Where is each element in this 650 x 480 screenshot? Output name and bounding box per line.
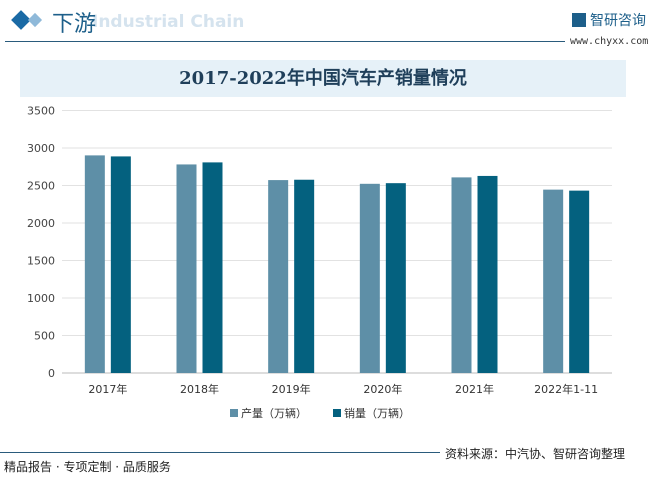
footer: 精品报告 · 专项定制 · 品质服务 资料来源：中汽协、智研咨询整理 <box>0 447 650 480</box>
y-tick-label: 2000 <box>27 217 55 230</box>
header: Industrial Chain 下游 智研咨询 www.chyxx.com <box>0 0 650 50</box>
legend-swatch <box>230 409 238 417</box>
y-tick-label: 3000 <box>27 142 55 155</box>
x-tick-label: 2021年 <box>455 382 494 396</box>
x-tick-label: 2019年 <box>272 382 311 396</box>
y-tick-label: 0 <box>48 367 55 380</box>
divider <box>5 41 565 42</box>
bar-sales <box>294 179 315 373</box>
y-tick-label: 1000 <box>27 292 55 305</box>
x-tick-label: 2018年 <box>180 382 219 396</box>
bar-chart: 0 500 1000 1500 2000 2500 3000 3500 2017年 2018年 20… <box>27 105 612 420</box>
legend-label: 销量（万辆） <box>344 406 410 420</box>
x-tick-label: 2017年 <box>88 382 127 396</box>
bar-production <box>84 155 105 373</box>
bar-sales <box>477 175 498 373</box>
bar-sales <box>202 162 223 373</box>
chart-title: 2017-2022年中国汽车产销量情况 <box>20 60 626 97</box>
bar-sales <box>569 190 590 373</box>
source-note: 资料来源：中汽协、智研咨询整理 <box>445 447 626 461</box>
header-subtitle: Industrial Chain <box>92 12 245 32</box>
logo-icon <box>572 13 586 27</box>
bar-production <box>176 164 197 373</box>
logo: 智研咨询 <box>572 10 646 30</box>
bar-sales <box>385 183 406 373</box>
legend-label: 产量（万辆） <box>241 406 307 420</box>
bar-production <box>359 183 380 373</box>
footer-tagline: 精品报告 · 专项定制 · 品质服务 <box>4 460 171 474</box>
site-url: www.chyxx.com <box>570 36 649 47</box>
divider <box>0 452 440 453</box>
bar-production <box>268 180 289 373</box>
header-title: 下游 <box>52 12 97 37</box>
bar-production <box>543 189 564 373</box>
y-tick-label: 2500 <box>27 180 55 193</box>
x-tick-label: 2020年 <box>363 382 402 396</box>
y-tick-label: 3500 <box>27 105 55 118</box>
y-tick-label: 500 <box>34 330 55 343</box>
bar-sales <box>110 156 131 373</box>
legend-swatch <box>333 409 341 417</box>
bar-production <box>451 177 472 373</box>
x-tick-label: 2022年1-11 <box>534 382 598 396</box>
y-tick-label: 1500 <box>27 255 55 268</box>
logo-text: 智研咨询 <box>590 13 646 29</box>
